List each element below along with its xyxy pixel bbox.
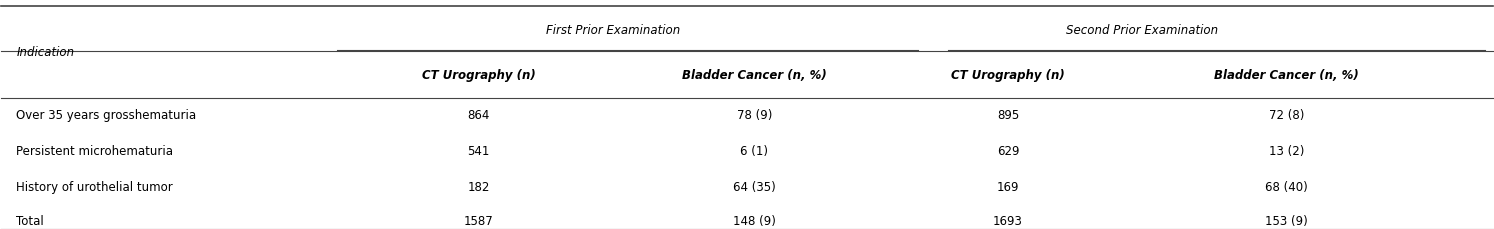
Text: Persistent microhematuria: Persistent microhematuria	[16, 144, 173, 158]
Text: 68 (40): 68 (40)	[1265, 180, 1309, 193]
Text: Bladder Cancer (n, %): Bladder Cancer (n, %)	[1215, 69, 1360, 82]
Text: 1587: 1587	[463, 214, 493, 227]
Text: 1693: 1693	[994, 214, 1023, 227]
Text: Bladder Cancer (n, %): Bladder Cancer (n, %)	[683, 69, 826, 82]
Text: 182: 182	[468, 180, 490, 193]
Text: Over 35 years grosshematuria: Over 35 years grosshematuria	[16, 109, 196, 122]
Text: 864: 864	[468, 109, 490, 122]
Text: 153 (9): 153 (9)	[1265, 214, 1309, 227]
Text: Indication: Indication	[16, 46, 75, 59]
Text: Total: Total	[16, 214, 43, 227]
Text: First Prior Examination: First Prior Examination	[545, 24, 680, 37]
Text: 6 (1): 6 (1)	[741, 144, 768, 158]
Text: History of urothelial tumor: History of urothelial tumor	[16, 180, 173, 193]
Text: 169: 169	[996, 180, 1019, 193]
Text: CT Urography (n): CT Urography (n)	[421, 69, 535, 82]
Text: Second Prior Examination: Second Prior Examination	[1067, 24, 1218, 37]
Text: 13 (2): 13 (2)	[1268, 144, 1304, 158]
Text: 629: 629	[996, 144, 1019, 158]
Text: 78 (9): 78 (9)	[737, 109, 772, 122]
Text: 895: 895	[996, 109, 1019, 122]
Text: 64 (35): 64 (35)	[734, 180, 775, 193]
Text: 148 (9): 148 (9)	[734, 214, 775, 227]
Text: 72 (8): 72 (8)	[1268, 109, 1304, 122]
Text: CT Urography (n): CT Urography (n)	[952, 69, 1065, 82]
Text: 541: 541	[468, 144, 490, 158]
